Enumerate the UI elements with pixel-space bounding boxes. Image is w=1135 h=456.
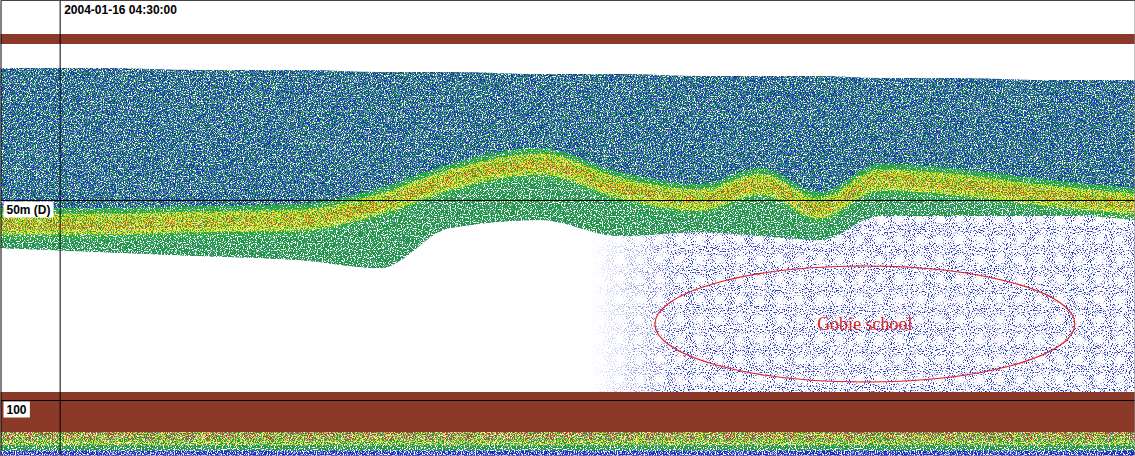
band-yellow	[0, 154, 1135, 235]
sub-bottom-echo	[0, 432, 1135, 440]
timestamp: 2004-01-16 04:30:00	[64, 3, 177, 17]
upper-layer-grey	[0, 68, 1135, 224]
upper-layer-blue	[0, 68, 1135, 224]
upper-layer-green	[0, 68, 1135, 224]
annotation-ellipse	[655, 266, 1075, 382]
echo-marks	[0, 34, 1135, 456]
tick: 100	[1, 401, 1135, 418]
sub-bottom-echo	[0, 432, 1135, 456]
tick-label: 100	[7, 403, 27, 417]
surface-band	[0, 34, 1135, 44]
tick-line	[1, 200, 1135, 201]
frame	[1, 1, 1135, 456]
echogram: 50m (D) 100 2004-01-16 04:30:00 Gobie schoo…	[0, 0, 1135, 456]
seabed	[0, 392, 1135, 432]
band-green	[0, 148, 1135, 240]
tick-line	[1, 400, 1135, 401]
annotation-label: Gobie school	[817, 314, 912, 334]
sub-bottom-echo	[0, 432, 1135, 445]
label-background	[4, 202, 54, 218]
label-background	[4, 402, 30, 418]
tick-label: 50m (D)	[7, 203, 51, 217]
sub-bottom-echo	[0, 432, 1135, 451]
background	[0, 0, 1135, 456]
annotations: 2004-01-16 04:30:00 Gobie school	[60, 0, 1075, 456]
tick: 50m (D)	[1, 201, 1135, 218]
band-red	[0, 159, 1135, 229]
axis-line	[1, 1, 1135, 456]
depth-axis: 50m (D) 100	[1, 1, 1135, 456]
time-marker	[60, 0, 61, 456]
label-background	[62, 2, 179, 18]
